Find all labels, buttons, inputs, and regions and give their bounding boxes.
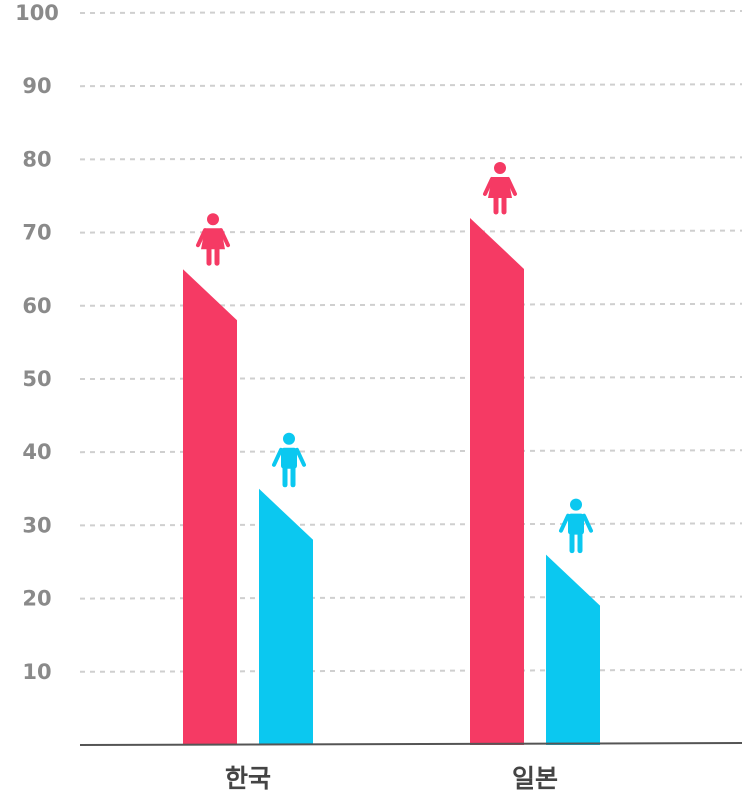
y-tick-label-10: 10 [22,660,51,684]
category-label-0: 한국 [225,764,271,793]
grid-line-40 [79,449,742,454]
bars [183,217,600,745]
y-axis-tick-labels: 10 20 30 40 50 60 70 80 90 100 [15,1,59,684]
category-label-1: 일본 [512,764,558,793]
grid-line-90 [79,83,742,88]
female-person-icon [483,161,517,215]
grid-lines [79,10,742,673]
y-tick-label-50: 50 [22,367,51,391]
male-person-icon [272,432,306,488]
grid-line-30 [79,522,742,527]
bar-한국-male [259,488,313,745]
bar-일본-male [546,554,600,745]
male-person-icon [559,498,593,554]
x-axis-category-labels: 한국 일본 [225,764,558,793]
y-tick-label-60: 60 [22,294,51,318]
bar-icons [196,161,593,554]
x-axis-baseline [79,742,742,746]
grid-line-80 [79,156,742,161]
y-tick-label-20: 20 [22,587,51,611]
y-tick-label-30: 30 [22,513,51,537]
grid-line-70 [79,229,742,234]
y-tick-label-100: 100 [15,1,59,25]
female-person-icon [196,213,230,266]
grid-line-60 [79,302,742,307]
bar-일본-female [470,217,524,745]
grid-line-10 [79,668,742,673]
grid-line-50 [79,376,742,380]
y-tick-label-40: 40 [22,440,51,464]
y-tick-label-80: 80 [22,147,51,171]
grid-line-20 [79,595,742,600]
grid-line-100 [79,10,742,14]
y-tick-label-90: 90 [22,74,51,98]
y-tick-label-70: 70 [22,221,51,245]
bar-한국-female [183,269,237,745]
